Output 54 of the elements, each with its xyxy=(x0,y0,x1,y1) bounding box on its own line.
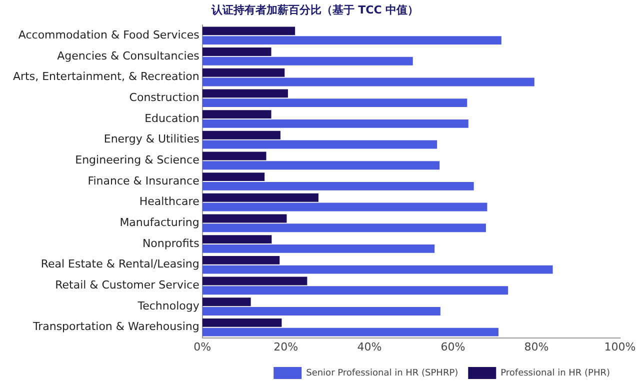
bar xyxy=(202,256,280,264)
bar xyxy=(202,48,272,56)
bar xyxy=(202,265,553,274)
y-tick-label: Engineering & Science xyxy=(75,154,200,167)
bar xyxy=(202,68,285,77)
bar xyxy=(202,307,440,316)
bar xyxy=(202,26,296,36)
bar xyxy=(202,140,438,149)
x-tick-label: 20% xyxy=(274,340,298,354)
bar xyxy=(202,78,534,86)
bar xyxy=(202,182,474,190)
y-tick-label: Retail & Customer Service xyxy=(55,278,200,292)
bar xyxy=(202,214,287,223)
y-tick-label: Accommodation & Food Services xyxy=(18,28,200,42)
bar xyxy=(202,224,486,232)
bar xyxy=(202,36,502,45)
y-tick-label: Technology xyxy=(136,299,200,312)
bar xyxy=(202,276,308,286)
bar xyxy=(202,98,468,108)
bar xyxy=(202,172,265,182)
bar xyxy=(202,193,318,202)
x-tick-label: 100% xyxy=(604,340,636,354)
bar xyxy=(202,202,488,212)
bar xyxy=(202,244,435,253)
x-tick-label: 40% xyxy=(357,340,382,354)
y-tick-label: Healthcare xyxy=(139,195,200,208)
y-tick-label: Real Estate & Rental/Leasing xyxy=(40,258,200,271)
y-tick-label: Education xyxy=(144,112,200,125)
bar xyxy=(202,152,266,160)
legend-label: Professional in HR (PHR) xyxy=(500,368,610,378)
bar xyxy=(202,298,251,306)
bar xyxy=(202,286,508,295)
chart-title: 认证持有者加薪百分比（基于 TCC 中值） xyxy=(210,3,419,16)
bar xyxy=(202,328,498,336)
bar xyxy=(202,110,272,119)
y-tick-label: Nonprofits xyxy=(142,236,200,250)
bar xyxy=(202,119,468,128)
x-tick-label: 60% xyxy=(440,340,466,354)
bar xyxy=(202,130,280,140)
y-tick-label: Arts, Entertainment, & Recreation xyxy=(12,70,200,84)
y-tick-label: Finance & Insurance xyxy=(88,174,200,188)
y-tick-label: Energy & Utilities xyxy=(104,132,200,146)
bar xyxy=(202,56,413,66)
bar xyxy=(202,318,282,327)
x-tick-label: 0% xyxy=(194,340,212,354)
y-tick-label: Agencies & Consultancies xyxy=(57,49,200,62)
bar xyxy=(202,235,272,244)
legend-label: Senior Professional in HR (SPHRP) xyxy=(306,368,458,378)
x-tick-label: 80% xyxy=(524,340,549,354)
y-tick-label: Manufacturing xyxy=(120,216,200,230)
bar xyxy=(202,89,288,98)
bar xyxy=(202,161,440,170)
y-tick-label: Transportation & Warehousing xyxy=(32,320,200,334)
y-tick-label: Construction xyxy=(129,91,200,104)
